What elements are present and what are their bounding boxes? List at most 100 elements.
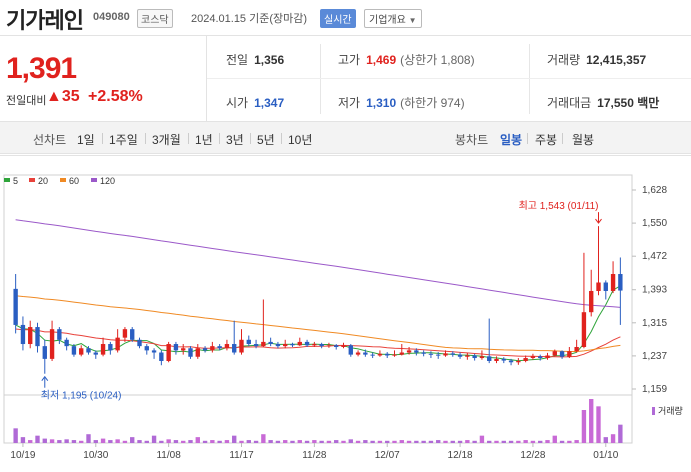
stat-amount-value: 17,550 백만: [597, 96, 660, 110]
stats-panel: 전일 1,356 고가 1,469 (상한가 1,808) 거래량 12,415,357…: [207, 36, 691, 121]
candle-daily[interactable]: 일봉: [500, 133, 523, 147]
candle-body: [275, 344, 281, 347]
volume-bar: [457, 440, 463, 443]
stat-high-limit: (상한가 1,808): [400, 53, 475, 67]
company-info-dropdown[interactable]: 기업개요 ▼: [364, 9, 422, 28]
realtime-button[interactable]: 실시간: [320, 9, 356, 28]
stock-name: 기가레인: [6, 8, 84, 33]
volume-bar: [603, 437, 608, 443]
volume-bar: [79, 440, 84, 443]
volume-bar: [290, 440, 295, 443]
stat-high-label: 고가: [338, 53, 361, 67]
candle-body: [108, 344, 113, 351]
candle-body: [312, 344, 317, 346]
volume-bar: [173, 440, 179, 443]
volume-bar: [559, 440, 565, 443]
x-tick-label: 11/28: [302, 450, 327, 461]
line-chart-label: 선차트: [33, 133, 67, 147]
volume-bar: [304, 440, 310, 443]
candle-body: [436, 354, 441, 356]
volume-bar: [268, 440, 273, 443]
volume-bar: [545, 440, 550, 443]
y-tick-label: 1,237: [642, 351, 667, 362]
period-3m[interactable]: 3개월: [152, 133, 181, 147]
volume-bar: [166, 439, 171, 443]
volume-bar: [130, 437, 135, 443]
candle-body: [450, 353, 455, 355]
volume-bar: [465, 440, 470, 443]
candle-body: [508, 360, 514, 363]
stat-prev-value: 1,356: [254, 53, 285, 67]
candle-body: [217, 346, 222, 349]
volume-bar: [596, 406, 601, 443]
period-5y[interactable]: 5년: [257, 133, 275, 147]
stat-open-value: 1,347: [254, 96, 285, 110]
volume-bar: [355, 440, 361, 443]
candle-body: [28, 327, 33, 345]
y-tick-label: 1,159: [642, 384, 667, 395]
candle-body: [115, 337, 120, 351]
stat-low-limit: (하한가 974): [400, 96, 465, 110]
volume-bar: [501, 440, 506, 443]
legend-swatch-5: [4, 178, 10, 182]
period-1d[interactable]: 1일: [77, 133, 95, 147]
stat-open-label: 시가: [226, 96, 249, 110]
period-1w[interactable]: 1주일: [109, 133, 138, 147]
candle-chart-svg: 5 20 60 120 1,628 1,550 1,472 1,393 1,315 1,237 1,…: [0, 155, 691, 461]
volume-bar: [108, 440, 113, 443]
candle-body: [283, 344, 288, 347]
volume-bar: [516, 440, 521, 443]
volume-bar: [443, 440, 448, 443]
volume-bar: [589, 399, 594, 443]
ma20-line: [15, 328, 621, 358]
x-tick-label: 11/17: [229, 450, 254, 461]
high-annotation: 최고 1,543 (01/11): [519, 200, 599, 212]
volume-bar: [341, 440, 346, 443]
x-tick-label: 11/08: [156, 450, 181, 461]
candle-body: [173, 344, 179, 351]
volume-bar: [370, 440, 375, 443]
volume-bar: [20, 437, 26, 443]
volume-bar: [487, 440, 492, 443]
volume-bar: [297, 440, 302, 443]
volume-bar: [202, 440, 208, 443]
candle-weekly[interactable]: 주봉: [535, 133, 558, 147]
volume-bar: [28, 440, 33, 443]
candle-body: [501, 358, 506, 361]
legend-label-20: 20: [38, 176, 48, 186]
volume-bar: [261, 434, 266, 443]
volume-bar: [479, 435, 485, 443]
candle-body: [581, 312, 587, 347]
volume-bar: [64, 439, 69, 443]
candle-body: [253, 344, 259, 347]
volume-bar: [581, 410, 587, 443]
volume-bar: [239, 440, 244, 443]
volume-bar: [210, 440, 215, 443]
volume-bar: [385, 440, 390, 443]
volume-bar: [436, 440, 441, 443]
volume-bar: [151, 435, 157, 443]
volume-bar: [71, 440, 77, 443]
candle-body: [574, 346, 579, 352]
legend-swatch-120: [91, 178, 97, 182]
candle-body: [596, 282, 601, 291]
period-3y[interactable]: 3년: [226, 133, 244, 147]
volume-label: 거래량: [658, 405, 683, 416]
candle-monthly[interactable]: 월봉: [572, 133, 595, 147]
volume-bar: [406, 440, 412, 443]
candle-body: [268, 341, 273, 345]
candle-body: [618, 274, 623, 291]
volume-bar: [275, 440, 281, 443]
stock-header: 기가레인 049080 코스닥 2024.01.15 기준(장마감) 실시간 기…: [0, 0, 691, 36]
candle-body: [559, 351, 565, 357]
period-10y[interactable]: 10년: [288, 133, 313, 147]
period-1y[interactable]: 1년: [195, 133, 213, 147]
candle-body: [355, 352, 361, 355]
candle-body: [319, 344, 324, 347]
low-arrow-icon: [41, 375, 49, 382]
candle-body: [71, 346, 77, 355]
candle-body: [516, 360, 521, 363]
volume-bar: [217, 440, 222, 443]
change-value: ▲35: [46, 88, 80, 106]
volume-bar: [232, 435, 237, 443]
